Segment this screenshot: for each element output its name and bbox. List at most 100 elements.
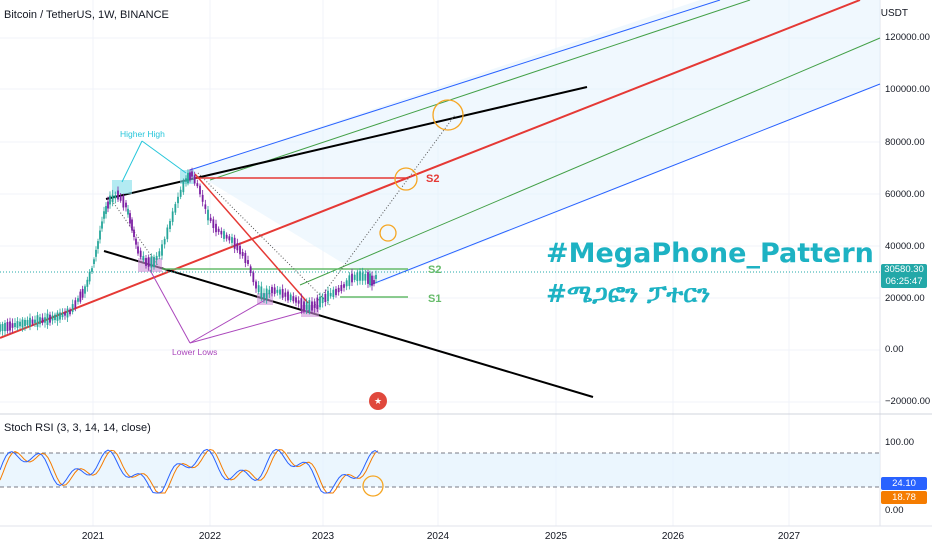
candle-body <box>265 288 268 300</box>
candle-body <box>39 317 41 325</box>
candle-body <box>225 234 228 239</box>
candle-body <box>133 229 135 238</box>
us-flag-icon[interactable]: ★ <box>369 392 387 410</box>
candle-body <box>228 236 231 241</box>
candle-body <box>281 288 284 298</box>
candle-body <box>179 189 182 197</box>
candle-body <box>99 230 101 240</box>
pitchfork-upper-outer-line <box>189 0 721 171</box>
candle-body <box>174 204 177 213</box>
pitchfork-upper-inner-line <box>209 0 751 181</box>
candle-body <box>287 291 289 301</box>
candle-body <box>51 315 54 321</box>
candle-body <box>54 314 56 321</box>
candle-body <box>97 241 99 249</box>
candle-body <box>117 190 119 200</box>
candle-body <box>91 268 93 272</box>
candle-body <box>158 251 161 257</box>
candle-body <box>49 314 51 323</box>
candle-body <box>161 244 163 256</box>
target-circle-1 <box>432 99 464 131</box>
candle-body <box>109 195 111 205</box>
candle-body <box>19 321 21 327</box>
bar-countdown: 06:25:47 <box>885 276 923 287</box>
candle-body <box>84 286 86 294</box>
candle-body <box>11 323 14 328</box>
candle-body <box>260 286 263 299</box>
candle-body <box>153 256 155 268</box>
candle-body <box>86 279 89 287</box>
price-candles[interactable] <box>0 167 377 336</box>
rsi-title[interactable]: Stoch RSI (3, 3, 14, 14, close) <box>4 422 151 434</box>
pitchfork-lower-inner-line <box>299 37 881 286</box>
candle-body <box>324 293 327 303</box>
candle-body <box>279 289 281 295</box>
candle-body <box>36 315 39 327</box>
candle-body <box>46 313 49 326</box>
candle-body <box>276 289 279 293</box>
candle-body <box>321 296 324 304</box>
candle-body <box>71 304 74 312</box>
candle-body <box>77 298 79 302</box>
candle-body <box>193 175 196 184</box>
megaphone-lower-trendline[interactable] <box>103 250 594 398</box>
candle-body <box>14 322 16 328</box>
year-tick: 2025 <box>544 531 568 542</box>
candle-body <box>64 312 66 316</box>
candle-body <box>335 288 337 296</box>
price-tick: 40000.00 <box>885 241 925 252</box>
candle-body <box>59 312 61 320</box>
candle-body <box>139 250 142 258</box>
candle-body <box>114 194 117 199</box>
lower-lows-label: Lower Lows <box>172 347 218 357</box>
candle-body <box>345 280 348 287</box>
candle-body <box>93 259 95 265</box>
candle-body <box>122 195 125 208</box>
candle-body <box>289 294 292 301</box>
candle-body <box>196 183 199 187</box>
pitchfork-median-line <box>0 0 861 339</box>
candle-body <box>303 301 305 311</box>
pitchfork-channel-fill <box>190 0 880 284</box>
candle-body <box>199 185 201 195</box>
candle-body <box>69 309 71 315</box>
candle-body <box>273 287 276 294</box>
price-tick: 0.00 <box>885 344 904 355</box>
candle-body <box>66 308 69 318</box>
candle-body <box>367 272 369 284</box>
pitchfork-lower-outer-line <box>369 83 881 286</box>
candle-body <box>111 194 114 203</box>
candle-body <box>119 195 122 201</box>
candle-body <box>1 324 4 331</box>
candle-body <box>292 296 295 302</box>
candle-body <box>316 297 319 310</box>
candle-body <box>4 322 6 332</box>
candle-body <box>88 271 91 282</box>
candle-body <box>233 237 236 249</box>
currency-label: USDT <box>880 8 908 19</box>
candle-body <box>236 243 239 251</box>
candle-body <box>189 172 191 180</box>
candle-body <box>101 221 103 229</box>
candle-body <box>373 280 375 284</box>
candle-body <box>356 272 359 282</box>
symbol-title[interactable]: Bitcoin / TetherUS, 1W, BINANCE <box>4 9 169 21</box>
candle-body <box>191 171 193 177</box>
candle-body <box>249 266 252 273</box>
candle-body <box>268 289 271 295</box>
candle-body <box>319 296 321 308</box>
candle-body <box>107 201 109 209</box>
year-tick: 2024 <box>426 531 450 542</box>
candle-body <box>209 217 212 221</box>
candle-body <box>348 275 351 286</box>
candle-body <box>257 285 260 293</box>
candle-body <box>247 260 249 264</box>
candle-body <box>171 211 174 222</box>
projection-line-3 <box>109 197 161 269</box>
candle-body <box>155 255 158 261</box>
rsi-k-line <box>0 448 379 494</box>
candle-body <box>371 275 373 286</box>
candle-body <box>343 284 345 288</box>
candle-body <box>177 196 179 204</box>
